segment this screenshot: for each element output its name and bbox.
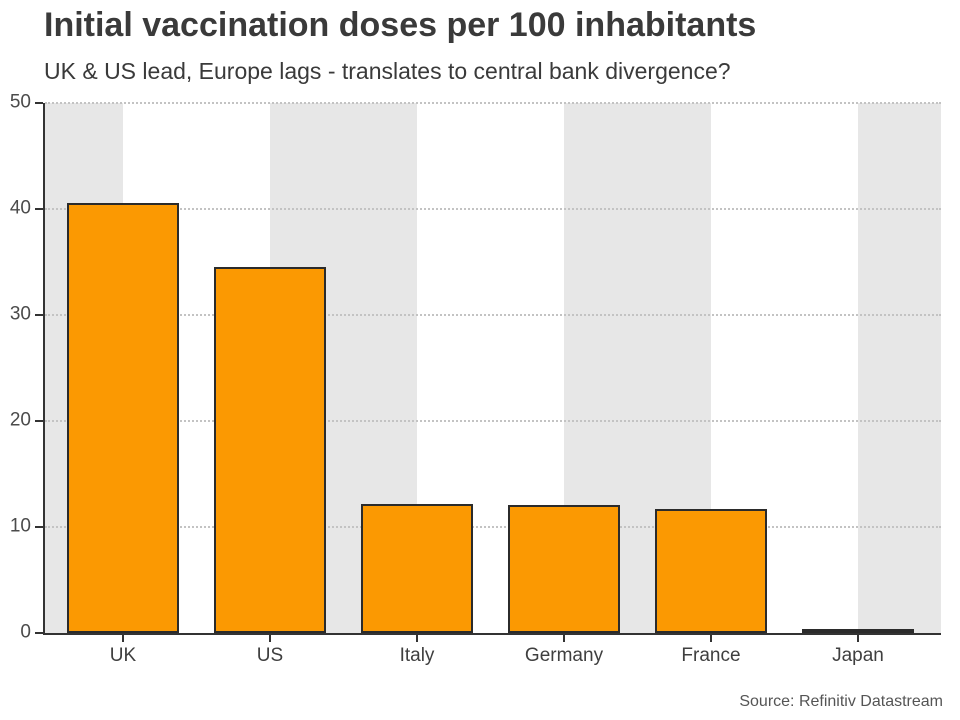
x-tick-uk bbox=[122, 635, 124, 642]
x-label-us: US bbox=[256, 645, 284, 666]
gridline-40 bbox=[45, 208, 941, 210]
y-label-30: 30 bbox=[9, 303, 31, 325]
y-tick-30 bbox=[35, 314, 43, 316]
chart-subtitle: UK & US lead, Europe lags - translates t… bbox=[44, 58, 731, 84]
x-label-japan: Japan bbox=[832, 645, 884, 666]
x-tick-germany bbox=[563, 635, 565, 642]
y-tick-0 bbox=[35, 632, 43, 634]
y-label-20: 20 bbox=[9, 409, 31, 431]
y-tick-10 bbox=[35, 526, 43, 528]
bar-france bbox=[655, 508, 767, 633]
bar-japan bbox=[802, 628, 914, 633]
source-credit: Source: Refinitiv Datastream bbox=[739, 693, 943, 710]
x-tick-us bbox=[269, 635, 271, 642]
y-label-50: 50 bbox=[9, 91, 31, 113]
y-tick-20 bbox=[35, 420, 43, 422]
x-label-italy: Italy bbox=[399, 645, 435, 666]
bar-germany bbox=[508, 504, 620, 633]
y-tick-40 bbox=[35, 208, 43, 210]
y-label-0: 0 bbox=[20, 621, 31, 643]
plot-area: UK US Italy Germany France Japan 0 10 20 30 40 50 bbox=[10, 92, 941, 666]
x-label-germany: Germany bbox=[524, 645, 604, 666]
x-label-uk: UK bbox=[109, 645, 137, 666]
y-tick-50 bbox=[35, 102, 43, 104]
gridline-10 bbox=[45, 526, 941, 528]
gridline-20 bbox=[45, 420, 941, 422]
x-tick-japan bbox=[857, 635, 859, 642]
gridline-50 bbox=[45, 102, 941, 104]
gridline-30 bbox=[45, 314, 941, 316]
chart-title: Initial vaccination doses per 100 inhabi… bbox=[44, 6, 757, 44]
bar-uk bbox=[67, 202, 179, 633]
x-tick-italy bbox=[416, 635, 418, 642]
x-tick-france bbox=[710, 635, 712, 642]
x-label-france: France bbox=[681, 645, 741, 666]
bar-italy bbox=[361, 503, 473, 633]
y-label-10: 10 bbox=[9, 515, 31, 537]
y-label-40: 40 bbox=[9, 197, 31, 219]
background-band bbox=[858, 103, 941, 633]
bar-us bbox=[214, 267, 326, 633]
